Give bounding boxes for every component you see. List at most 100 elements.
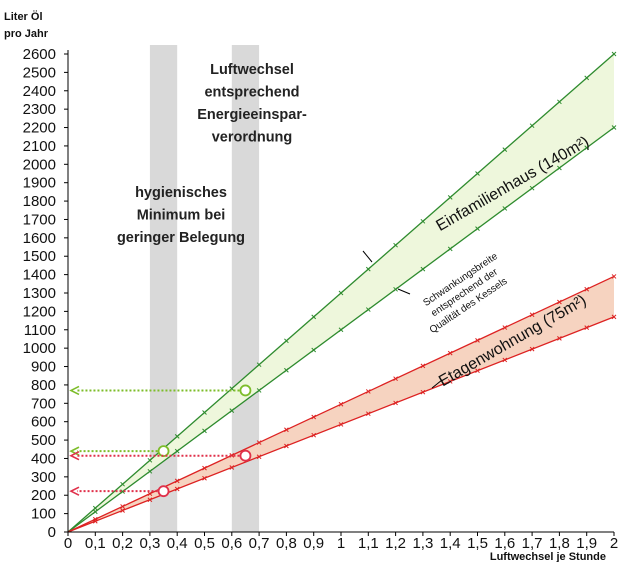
series-1-marker <box>420 218 426 224</box>
series-2-marker <box>256 440 262 445</box>
y-tick-label: 200 <box>31 487 56 504</box>
series-2-marker <box>502 357 508 363</box>
series-1-marker <box>174 448 180 454</box>
series-1-marker <box>557 165 562 171</box>
series-1-marker <box>338 327 344 333</box>
x-tick-label: 1,2 <box>385 535 406 552</box>
x-tick-label: 0 <box>64 535 72 552</box>
series-1-marker <box>557 99 562 105</box>
y-axis-title-line-1: Liter Öl <box>4 10 43 23</box>
series-2-marker <box>557 299 562 305</box>
x-tick-label: 1 <box>337 535 345 552</box>
y-tick-label: 900 <box>31 359 56 376</box>
series-1-marker <box>584 75 590 81</box>
series-1-marker <box>284 338 289 344</box>
y-tick-label: 2500 <box>23 64 56 81</box>
y-tick-label: 1600 <box>23 230 56 247</box>
y-tick-label: 1000 <box>23 340 56 357</box>
x-axis-title: Luftwechsel je Stunde <box>490 551 606 562</box>
range-arrow-2 <box>397 288 411 295</box>
highlight-4-circle <box>157 485 170 498</box>
y-tick-label: 2000 <box>23 156 56 173</box>
y-tick-label: 1500 <box>23 248 56 265</box>
y-tick-label: 2200 <box>23 120 56 137</box>
series-2-marker <box>174 486 180 492</box>
series-2-marker <box>393 376 398 382</box>
highlight-1-circle <box>239 384 252 397</box>
series-1-marker <box>147 468 153 474</box>
x-tick-label: 1,6 <box>494 535 515 552</box>
y-tick-label: 2100 <box>23 138 56 155</box>
x-tick-label: 1,1 <box>358 535 379 552</box>
tick-label-group: 0100200300400500600700800900100011001200… <box>23 46 619 552</box>
x-tick-label: 1,5 <box>467 535 488 552</box>
series-2-marker <box>311 432 317 438</box>
series-1-marker <box>311 314 317 320</box>
y-tick-label: 500 <box>31 432 56 449</box>
series-1-marker <box>174 434 180 439</box>
x-tick-label: 0,9 <box>303 535 324 552</box>
x-tick-label: 0,1 <box>85 535 106 552</box>
series-1-marker <box>284 367 289 373</box>
series-2-marker <box>338 401 344 407</box>
series-1-marker <box>475 226 480 232</box>
series-2-marker <box>420 389 426 395</box>
series-1-marker <box>229 408 235 414</box>
x-tick-label: 0,2 <box>112 535 133 552</box>
y-tick-label: 1400 <box>23 267 56 284</box>
x-tick-label: 0,3 <box>139 535 160 552</box>
y-axis-title-line-2: pro Jahr <box>4 28 49 40</box>
series-2-marker <box>393 400 398 406</box>
y-tick-label: 300 <box>31 469 56 486</box>
series-1-marker <box>611 51 617 57</box>
series-2-marker <box>229 465 235 470</box>
x-tick-label: 1,9 <box>576 535 597 552</box>
series-2-marker <box>256 454 262 460</box>
y-tick-label: 1100 <box>24 322 56 339</box>
band-1-label: Minimum bei <box>137 208 226 224</box>
annotation-group: Liter Öl pro Jahr Luftwechsel je Stunde hyg… <box>4 10 606 562</box>
series-2-marker <box>365 389 371 394</box>
series-2-marker <box>611 274 617 279</box>
highlight-group <box>69 384 252 498</box>
highlight-1-arrowhead <box>69 385 80 396</box>
y-tick-label: 1300 <box>23 285 56 302</box>
series-1-marker <box>502 206 508 211</box>
y-tick-label: 600 <box>31 414 56 431</box>
x-tick-label: 0,6 <box>221 535 242 552</box>
x-tick-label: 0,4 <box>167 535 188 552</box>
series-2-marker <box>584 325 590 331</box>
series-2-marker <box>475 337 480 343</box>
series-1-marker <box>202 410 207 415</box>
y-tick-label: 2600 <box>23 46 56 63</box>
series-1-marker <box>202 428 207 434</box>
series-1-marker <box>92 505 98 511</box>
series-2-marker <box>92 518 98 524</box>
x-tick-label: 0,7 <box>249 535 270 552</box>
band-1-label: hygienisches <box>135 185 227 201</box>
band-2-label: Energieeinspar- <box>197 107 307 123</box>
series-2-marker <box>311 414 317 420</box>
series-1-marker <box>529 185 535 191</box>
series-2-marker <box>365 411 371 417</box>
y-tick-label: 400 <box>31 450 56 467</box>
band-1-label: geringer Belegung <box>117 230 245 246</box>
series-1-marker <box>447 195 453 200</box>
highlight-4-arrowhead <box>69 486 80 496</box>
band-2-label: Luftwechsel <box>210 62 294 78</box>
series-2-marker <box>611 314 617 320</box>
x-tick-label: 0,5 <box>194 535 215 552</box>
series-1-marker <box>393 242 398 248</box>
x-tick-label: 2 <box>610 535 618 552</box>
marker-group <box>92 51 617 524</box>
series-1-marker <box>147 457 153 463</box>
y-tick-label: 2400 <box>23 83 56 100</box>
series-2-marker <box>447 379 453 384</box>
series-2-marker <box>420 363 426 369</box>
series-1-marker <box>120 481 125 487</box>
series-1-marker <box>502 147 508 152</box>
x-tick-label: 1,4 <box>440 535 461 552</box>
highlight-3-circle <box>239 449 252 462</box>
series-2-marker <box>147 497 153 503</box>
